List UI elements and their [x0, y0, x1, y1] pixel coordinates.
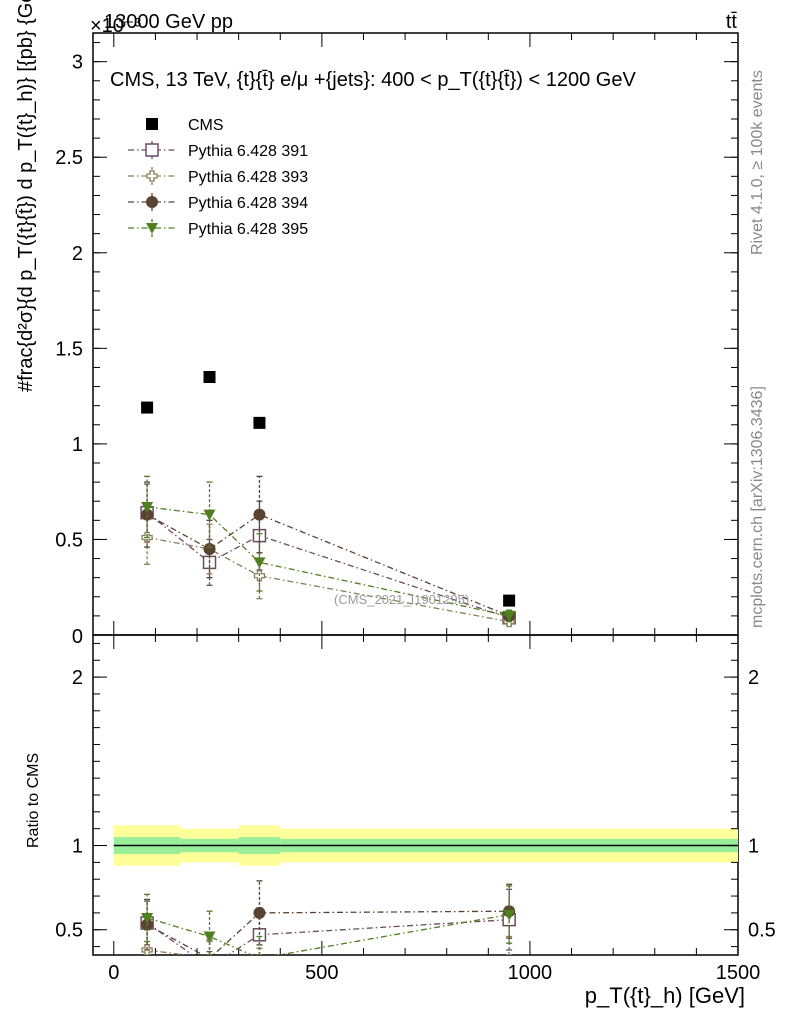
- main-y-tick-label: 2: [72, 243, 83, 265]
- ratio-y-tick-label: 2: [72, 667, 83, 689]
- legend-item: Pythia 6.428 394: [128, 193, 308, 212]
- legend-item: Pythia 6.428 395: [128, 219, 308, 238]
- data-point: [503, 909, 516, 921]
- series-line: [146, 913, 510, 955]
- main-series: [140, 371, 516, 628]
- legend-label: Pythia 6.428 393: [188, 169, 308, 186]
- ratio-y-tick-label-right: 2: [748, 667, 759, 689]
- series-line: [146, 512, 510, 619]
- legend-label: Pythia 6.428 394: [188, 195, 308, 212]
- series-line: [147, 506, 510, 617]
- series-line: [146, 536, 510, 623]
- series-pythia-6-428-395: [141, 885, 516, 955]
- data-point: [503, 610, 516, 622]
- x-tick-label: 0: [108, 962, 119, 984]
- legend-item: Pythia 6.428 393: [128, 167, 308, 186]
- main-y-axis-title: #frac{d²σ}{d p_T({t}{t̄}) d p_T({t}_h)} …: [15, 0, 37, 392]
- legend: CMS Pythia 6.428 391 Pythia 6.428 393 Pythi…: [128, 117, 308, 238]
- series-line: [146, 910, 510, 955]
- legend-marker: [145, 143, 159, 157]
- header-right: tt̄: [726, 11, 738, 33]
- ratio-y-ticks: 0.5 0.5 1 1 2 2: [55, 642, 776, 948]
- main-y-zero-label: 0: [72, 626, 83, 648]
- series-cms: [141, 371, 516, 607]
- main-y-tick-label: 0.5: [55, 529, 83, 551]
- x-axis-title: p_T({t}_h) [GeV]: [585, 983, 745, 1008]
- data-point: [141, 501, 154, 513]
- x-tick-label: 1500: [716, 962, 761, 984]
- x-ticks: 0 500 1000 1500: [108, 33, 760, 984]
- data-point: [253, 416, 266, 429]
- data-point: [253, 906, 266, 919]
- analysis-watermark: (CMS_2021_I1901295): [334, 592, 469, 607]
- rivet-label: Rivet 4.1.0, ≥ 100k events: [749, 70, 766, 255]
- legend-marker: [146, 223, 158, 234]
- legend-label: Pythia 6.428 395: [188, 221, 308, 238]
- series-line: [146, 513, 510, 617]
- data-point: [141, 401, 154, 414]
- legend-marker: [146, 196, 158, 208]
- data-point: [203, 509, 216, 521]
- ratio-y-tick-label: 0.5: [55, 920, 83, 942]
- header-left: 13000 GeV pp: [104, 11, 233, 33]
- data-point: [203, 371, 216, 383]
- legend-marker: [146, 170, 158, 182]
- series-pythia-6-428-395: [141, 475, 516, 623]
- legend-item: Pythia 6.428 391: [128, 141, 308, 160]
- series-pythia-6-428-393: [141, 510, 515, 628]
- data-point: [141, 912, 154, 924]
- ratio-y-tick-label-right: 1: [748, 836, 759, 858]
- ratio-y-axis-title: Ratio to CMS: [25, 753, 42, 848]
- legend-marker: [146, 118, 158, 130]
- ratio-y-tick-label-right: 0.5: [748, 920, 776, 942]
- y-exponent: ×10⁻³: [90, 15, 141, 37]
- main-y-tick-label: 1: [72, 434, 83, 456]
- data-point: [253, 557, 266, 569]
- data-point: [203, 543, 216, 555]
- legend-label: Pythia 6.428 391: [188, 143, 308, 160]
- x-tick-label: 500: [305, 962, 338, 984]
- legend-label: CMS: [188, 117, 224, 134]
- series-line: [147, 949, 190, 955]
- main-y-tick-label: 2.5: [55, 147, 83, 169]
- main-y-tick-label: 3: [72, 52, 83, 74]
- plot-title: CMS, 13 TeV, {t}{t̄} e/μ +{jets}: 400 < …: [110, 69, 636, 91]
- ratio-series: [140, 880, 516, 955]
- x-tick-label: 1000: [508, 962, 553, 984]
- data-point: [203, 931, 216, 943]
- ratio-plot-frame: [92, 634, 739, 956]
- series-line: [146, 918, 510, 955]
- data-point: [253, 508, 266, 521]
- main-y-ticks: 0.5 1 1.5 2 2.5 3 0: [55, 42, 738, 648]
- main-y-tick-label: 1.5: [55, 338, 83, 360]
- ratio-y-tick-label: 1: [72, 836, 83, 858]
- data-point: [503, 594, 516, 607]
- mcplots-label: mcplots.cern.ch [arXiv:1306.3436]: [749, 386, 766, 628]
- legend-item: CMS: [146, 117, 224, 134]
